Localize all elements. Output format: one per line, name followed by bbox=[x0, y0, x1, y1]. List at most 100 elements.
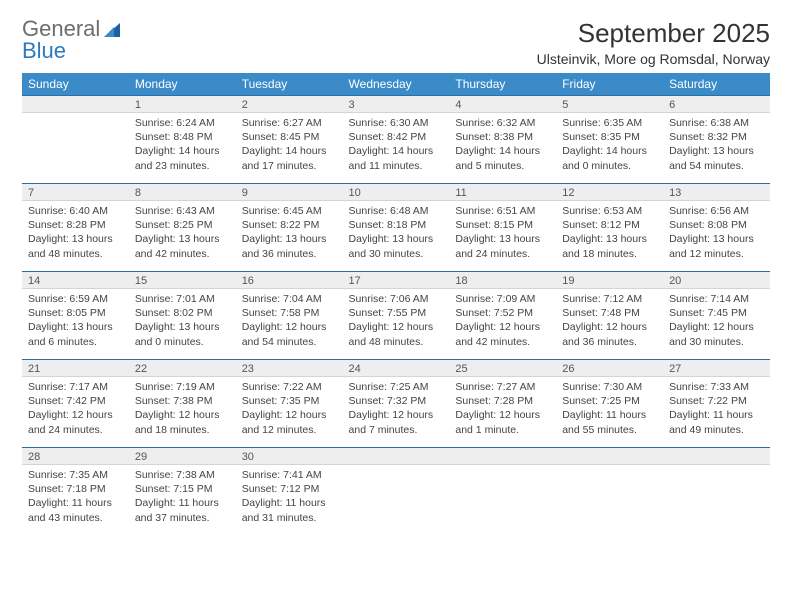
sunrise-text: Sunrise: 7:38 AM bbox=[135, 468, 230, 482]
day-number: 3 bbox=[343, 95, 450, 113]
sunset-text: Sunset: 8:22 PM bbox=[242, 218, 337, 232]
calendar-cell bbox=[22, 95, 129, 183]
daylight-text: Daylight: 12 hours and 12 minutes. bbox=[242, 408, 337, 436]
header: General Blue September 2025 Ulsteinvik, … bbox=[22, 18, 770, 67]
daylight-text: Daylight: 11 hours and 49 minutes. bbox=[669, 408, 764, 436]
sunset-text: Sunset: 7:58 PM bbox=[242, 306, 337, 320]
daylight-text: Daylight: 13 hours and 54 minutes. bbox=[669, 144, 764, 172]
day-number: 26 bbox=[556, 359, 663, 377]
sunset-text: Sunset: 7:12 PM bbox=[242, 482, 337, 496]
page: General Blue September 2025 Ulsteinvik, … bbox=[0, 0, 792, 545]
day-body: Sunrise: 7:41 AMSunset: 7:12 PMDaylight:… bbox=[236, 465, 343, 527]
sail-icon bbox=[102, 21, 122, 39]
sunset-text: Sunset: 8:02 PM bbox=[135, 306, 230, 320]
calendar-cell: 25Sunrise: 7:27 AMSunset: 7:28 PMDayligh… bbox=[449, 359, 556, 447]
sunrise-text: Sunrise: 7:09 AM bbox=[455, 292, 550, 306]
calendar-cell bbox=[343, 447, 450, 535]
sunset-text: Sunset: 7:25 PM bbox=[562, 394, 657, 408]
sunset-text: Sunset: 8:18 PM bbox=[349, 218, 444, 232]
daylight-text: Daylight: 11 hours and 43 minutes. bbox=[28, 496, 123, 524]
day-number: 1 bbox=[129, 95, 236, 113]
calendar-cell: 22 Sunrise: 7:19 AMSunset: 7:38 PMDayligh… bbox=[129, 359, 236, 447]
calendar-table: Sunday Monday Tuesday Wednesday Thursday… bbox=[22, 73, 770, 535]
calendar-cell: 15Sunrise: 7:01 AMSunset: 8:02 PMDayligh… bbox=[129, 271, 236, 359]
sunrise-text: Sunrise: 6:27 AM bbox=[242, 116, 337, 130]
day-body: Sunrise: 7:09 AMSunset: 7:52 PMDaylight:… bbox=[449, 289, 556, 351]
logo: General Blue bbox=[22, 18, 122, 62]
day-body bbox=[556, 465, 663, 470]
sunrise-text: Sunrise: 7:27 AM bbox=[455, 380, 550, 394]
day-number: 24 bbox=[343, 359, 450, 377]
sunrise-text: Sunrise: 6:30 AM bbox=[349, 116, 444, 130]
sunset-text: Sunset: 7:22 PM bbox=[669, 394, 764, 408]
daylight-text: Daylight: 14 hours and 23 minutes. bbox=[135, 144, 230, 172]
daylight-text: Daylight: 12 hours and 54 minutes. bbox=[242, 320, 337, 348]
calendar-cell: 23Sunrise: 7:22 AMSunset: 7:35 PMDayligh… bbox=[236, 359, 343, 447]
daylight-text: Daylight: 14 hours and 11 minutes. bbox=[349, 144, 444, 172]
sunrise-text: Sunrise: 7:30 AM bbox=[562, 380, 657, 394]
calendar-cell: 29Sunrise: 7:38 AMSunset: 7:15 PMDayligh… bbox=[129, 447, 236, 535]
calendar-week: 1Sunrise: 6:24 AMSunset: 8:48 PMDaylight… bbox=[22, 95, 770, 183]
daylight-text: Daylight: 13 hours and 36 minutes. bbox=[242, 232, 337, 260]
calendar-week: 21Sunrise: 7:17 AMSunset: 7:42 PMDayligh… bbox=[22, 359, 770, 447]
calendar-body: 1Sunrise: 6:24 AMSunset: 8:48 PMDaylight… bbox=[22, 95, 770, 535]
day-number: 9 bbox=[236, 183, 343, 201]
weekday-row: Sunday Monday Tuesday Wednesday Thursday… bbox=[22, 73, 770, 95]
sunset-text: Sunset: 8:48 PM bbox=[135, 130, 230, 144]
logo-word2: Blue bbox=[22, 38, 66, 63]
calendar-cell: 27Sunrise: 7:33 AMSunset: 7:22 PMDayligh… bbox=[663, 359, 770, 447]
daylight-text: Daylight: 11 hours and 31 minutes. bbox=[242, 496, 337, 524]
sunrise-text: Sunrise: 6:32 AM bbox=[455, 116, 550, 130]
sunrise-text: Sunrise: 6:48 AM bbox=[349, 204, 444, 218]
daylight-text: Daylight: 12 hours and 30 minutes. bbox=[669, 320, 764, 348]
day-number: 20 bbox=[663, 271, 770, 289]
day-number: 10 bbox=[343, 183, 450, 201]
daylight-text: Daylight: 12 hours and 18 minutes. bbox=[135, 408, 230, 436]
day-number bbox=[449, 447, 556, 465]
sunset-text: Sunset: 8:28 PM bbox=[28, 218, 123, 232]
daylight-text: Daylight: 11 hours and 55 minutes. bbox=[562, 408, 657, 436]
day-number: 25 bbox=[449, 359, 556, 377]
sunset-text: Sunset: 8:32 PM bbox=[669, 130, 764, 144]
day-body: Sunrise: 6:48 AMSunset: 8:18 PMDaylight:… bbox=[343, 201, 450, 263]
sunrise-text: Sunrise: 7:33 AM bbox=[669, 380, 764, 394]
day-body: Sunrise: 7:33 AMSunset: 7:22 PMDaylight:… bbox=[663, 377, 770, 439]
day-body: Sunrise: 7:30 AMSunset: 7:25 PMDaylight:… bbox=[556, 377, 663, 439]
sunset-text: Sunset: 7:42 PM bbox=[28, 394, 123, 408]
calendar-cell: 24Sunrise: 7:25 AMSunset: 7:32 PMDayligh… bbox=[343, 359, 450, 447]
sunset-text: Sunset: 7:32 PM bbox=[349, 394, 444, 408]
weekday-header: Monday bbox=[129, 73, 236, 95]
day-body: Sunrise: 7:04 AMSunset: 7:58 PMDaylight:… bbox=[236, 289, 343, 351]
calendar-cell: 1Sunrise: 6:24 AMSunset: 8:48 PMDaylight… bbox=[129, 95, 236, 183]
day-number: 4 bbox=[449, 95, 556, 113]
daylight-text: Daylight: 12 hours and 48 minutes. bbox=[349, 320, 444, 348]
day-body bbox=[449, 465, 556, 470]
calendar-cell: 26Sunrise: 7:30 AMSunset: 7:25 PMDayligh… bbox=[556, 359, 663, 447]
daylight-text: Daylight: 12 hours and 7 minutes. bbox=[349, 408, 444, 436]
calendar-week: 7Sunrise: 6:40 AMSunset: 8:28 PMDaylight… bbox=[22, 183, 770, 271]
daylight-text: Daylight: 14 hours and 0 minutes. bbox=[562, 144, 657, 172]
calendar-cell: 8Sunrise: 6:43 AMSunset: 8:25 PMDaylight… bbox=[129, 183, 236, 271]
day-body: Sunrise: 6:38 AMSunset: 8:32 PMDaylight:… bbox=[663, 113, 770, 175]
day-number: 22 bbox=[129, 359, 236, 377]
sunset-text: Sunset: 7:35 PM bbox=[242, 394, 337, 408]
daylight-text: Daylight: 12 hours and 42 minutes. bbox=[455, 320, 550, 348]
day-number: 12 bbox=[556, 183, 663, 201]
sunrise-text: Sunrise: 7:17 AM bbox=[28, 380, 123, 394]
day-body: Sunrise: 6:43 AMSunset: 8:25 PMDaylight:… bbox=[129, 201, 236, 263]
day-body: Sunrise: 7:01 AMSunset: 8:02 PMDaylight:… bbox=[129, 289, 236, 351]
day-number: 2 bbox=[236, 95, 343, 113]
weekday-header: Sunday bbox=[22, 73, 129, 95]
logo-text: General Blue bbox=[22, 18, 122, 62]
sunrise-text: Sunrise: 6:43 AM bbox=[135, 204, 230, 218]
calendar-cell: 14Sunrise: 6:59 AMSunset: 8:05 PMDayligh… bbox=[22, 271, 129, 359]
day-number: 19 bbox=[556, 271, 663, 289]
sunset-text: Sunset: 7:52 PM bbox=[455, 306, 550, 320]
daylight-text: Daylight: 12 hours and 36 minutes. bbox=[562, 320, 657, 348]
day-body: Sunrise: 6:53 AMSunset: 8:12 PMDaylight:… bbox=[556, 201, 663, 263]
calendar-cell: 10Sunrise: 6:48 AMSunset: 8:18 PMDayligh… bbox=[343, 183, 450, 271]
calendar-cell: 7Sunrise: 6:40 AMSunset: 8:28 PMDaylight… bbox=[22, 183, 129, 271]
sunset-text: Sunset: 7:38 PM bbox=[135, 394, 230, 408]
sunrise-text: Sunrise: 7:19 AM bbox=[135, 380, 230, 394]
day-number: 7 bbox=[22, 183, 129, 201]
